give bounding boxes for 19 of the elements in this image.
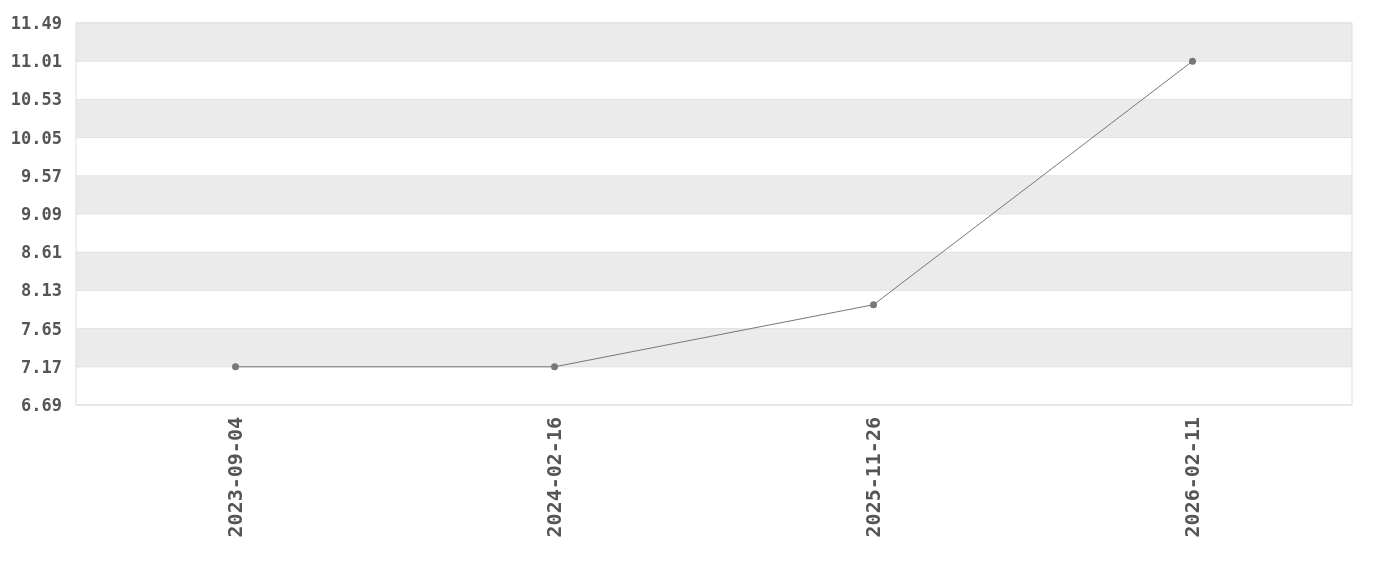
- x-tick-label: 2026-02-11: [1179, 417, 1204, 538]
- y-tick-label: 8.61: [21, 242, 62, 263]
- y-tick-label: 11.49: [10, 12, 62, 33]
- y-tick-label: 9.57: [21, 165, 62, 186]
- y-tick-label: 9.09: [21, 203, 62, 224]
- x-tick-label: 2024-02-16: [541, 417, 566, 538]
- y-tick-label: 8.13: [21, 280, 62, 301]
- point: [232, 363, 239, 371]
- point: [1189, 57, 1196, 65]
- y-tick-label: 10.53: [10, 89, 62, 110]
- y-tick-label: 11.01: [10, 51, 62, 72]
- y-tick-label: 7.17: [21, 356, 62, 377]
- point: [551, 363, 558, 371]
- x-tick-label: 2023-09-04: [222, 417, 247, 538]
- point: [870, 301, 877, 309]
- y-tick-label: 7.65: [21, 318, 62, 339]
- y-tick-label: 6.69: [21, 394, 62, 415]
- x-tick-label: 2025-11-26: [860, 417, 885, 538]
- y-tick-label: 10.05: [10, 127, 62, 148]
